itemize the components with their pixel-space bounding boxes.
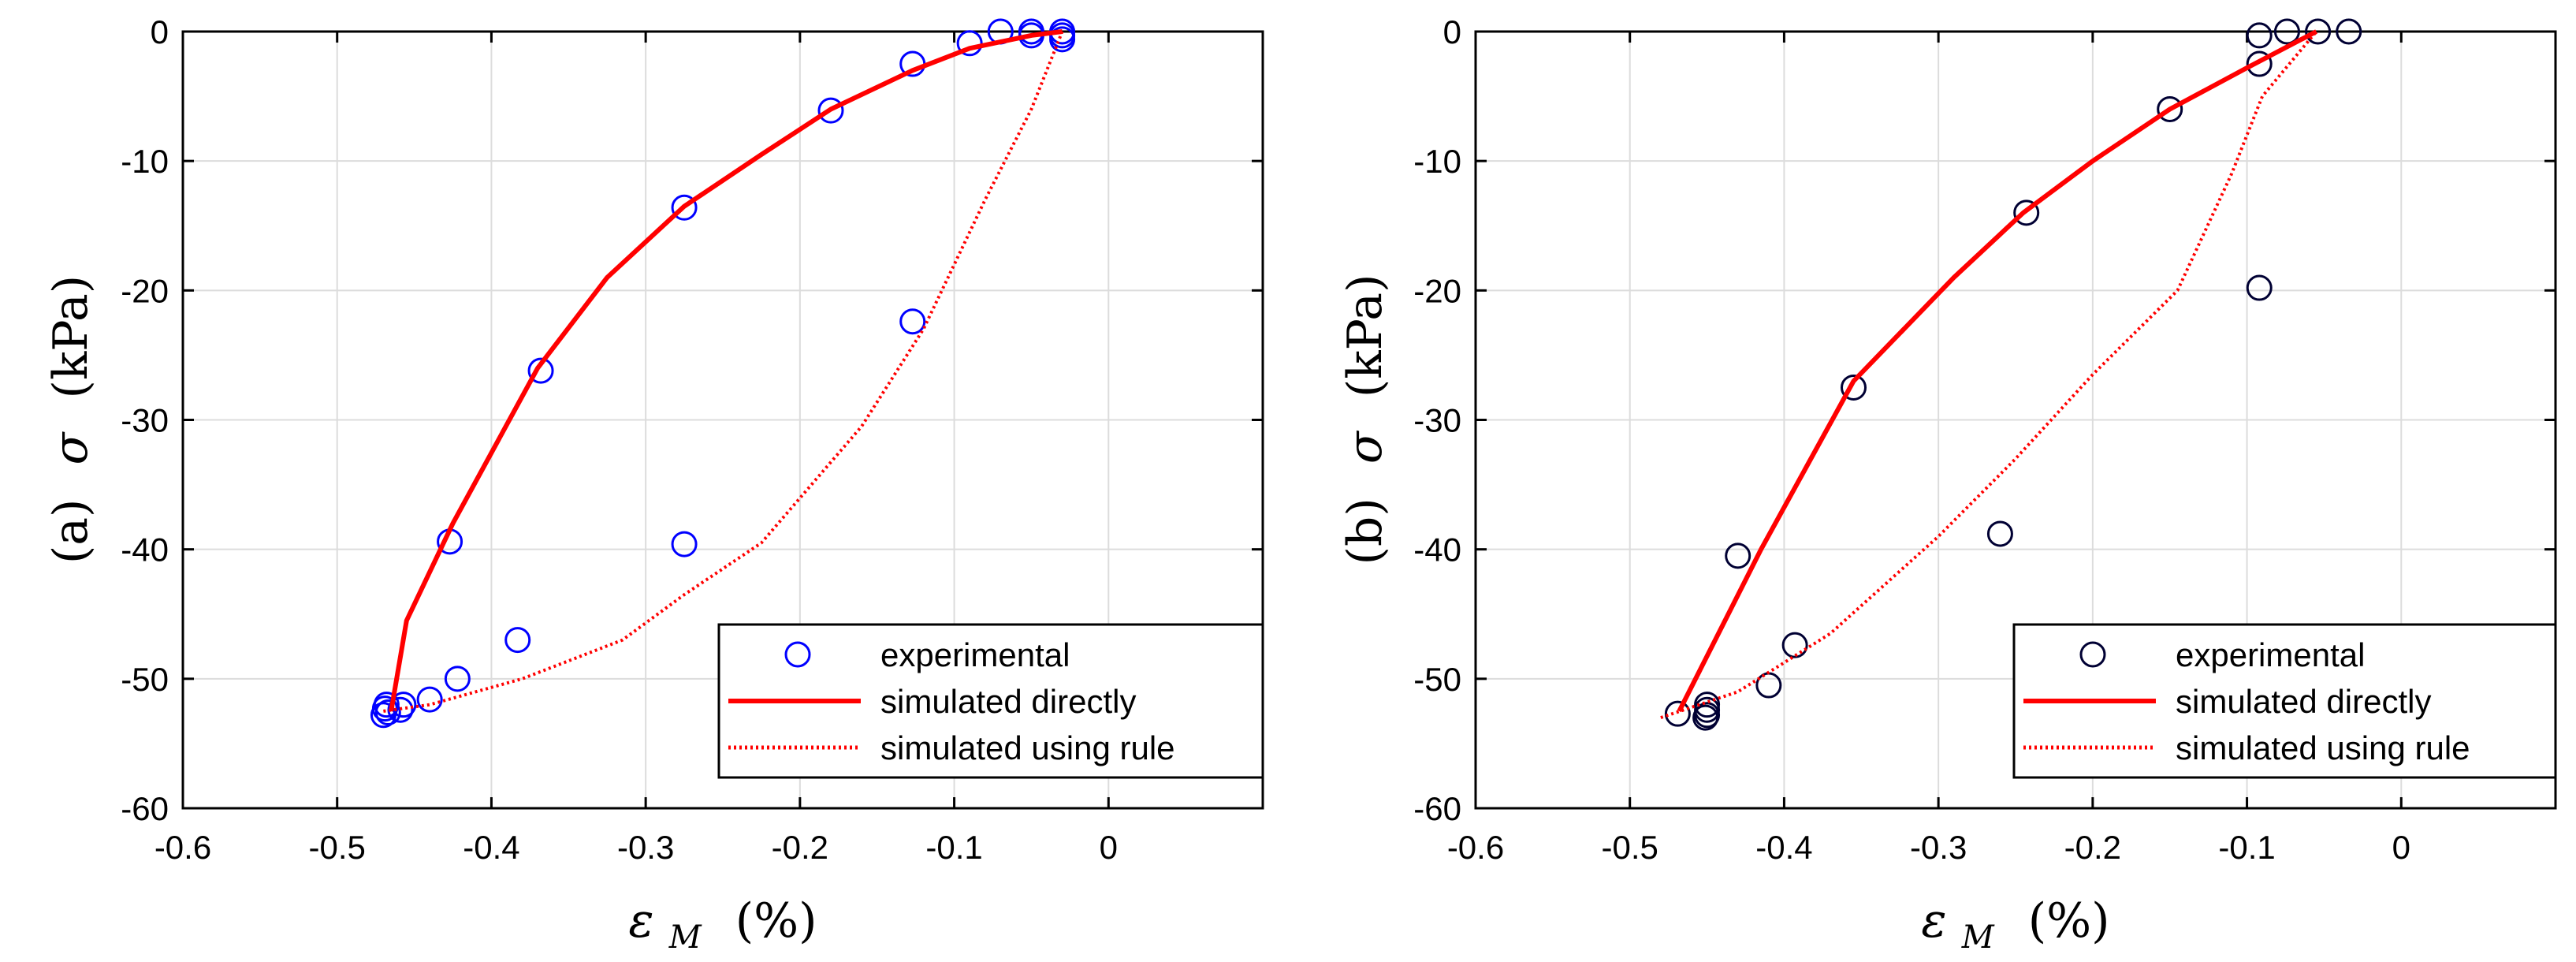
panel-label: (a) [43, 499, 99, 565]
x-tick-label: -0.3 [617, 829, 674, 866]
y-tick-label: -20 [1413, 272, 1461, 309]
data-point-experimental [387, 696, 414, 723]
data-point-experimental [527, 357, 554, 384]
data-point-experimental [1841, 374, 1867, 401]
y-tick-label: -10 [121, 143, 169, 180]
x-tick-label: -0.2 [772, 829, 828, 866]
data-point-experimental [374, 699, 401, 726]
y-tick-label: -30 [1413, 402, 1461, 439]
x-tick-label: -0.6 [1447, 829, 1504, 866]
y-tick-label: -50 [121, 661, 169, 698]
x-axis-symbol: ε [628, 893, 653, 949]
y-tick-label: -50 [1413, 661, 1461, 698]
y-tick-label: 0 [151, 13, 169, 50]
y-tick-labels: 0 -10 -20 -30 -40 -50 -60 [121, 13, 169, 827]
y-axis-symbol: σ [1338, 430, 1393, 464]
series-line-simulated-directly [1677, 29, 2317, 713]
legend-label-experimental: experimental [2176, 636, 2365, 673]
legend-label-simulated-using-rule: simulated using rule [880, 729, 1175, 766]
y-tick-label: -40 [1413, 531, 1461, 569]
y-axis-title: (a) σ (kPa) [43, 275, 99, 564]
data-point-experimental [1694, 702, 1721, 729]
data-point-experimental [2246, 274, 2273, 301]
data-point-experimental [1692, 704, 1719, 731]
x-tick-label: -0.4 [463, 829, 519, 866]
x-tick-label: -0.2 [2064, 829, 2121, 866]
y-axis-unit: (kPa) [1338, 274, 1393, 398]
x-tick-label: 0 [2392, 829, 2410, 866]
data-point-experimental [2246, 22, 2273, 49]
y-tick-labels: 0 -10 -20 -30 -40 -50 -60 [1413, 13, 1461, 827]
data-point-experimental [2336, 18, 2362, 45]
x-axis-symbol: ε [1921, 893, 1946, 949]
x-tick-label: -0.4 [1755, 829, 1812, 866]
legend-marker-experimental [2079, 641, 2106, 668]
data-point-experimental [444, 666, 471, 692]
series-layer [370, 18, 1076, 729]
data-point-experimental [1664, 700, 1691, 727]
data-point-experimental [2305, 18, 2332, 45]
y-tick-label: -30 [121, 402, 169, 439]
chart-panel-a: -0.6 -0.5 -0.4 -0.3 -0.2 -0.1 0 0 -10 -20 -30 -40 -… [43, 13, 1264, 960]
data-point-experimental [817, 97, 844, 124]
data-point-experimental [1725, 543, 1751, 569]
plot-frame [1474, 30, 2557, 810]
legend-label-simulated-directly: simulated directly [880, 683, 1136, 720]
data-point-experimental [899, 308, 926, 335]
x-axis-unit: (%) [735, 893, 817, 949]
y-tick-label: 0 [1443, 13, 1461, 50]
data-point-experimental [2157, 96, 2183, 122]
x-axis-unit: (%) [2028, 893, 2110, 949]
x-tick-label: -0.1 [925, 829, 982, 866]
legend-label-simulated-using-rule: simulated using rule [2176, 729, 2470, 766]
series-line-simulated-using-rule [383, 31, 1064, 713]
data-point-experimental [1986, 520, 2013, 547]
series-line-simulated-using-rule [1660, 30, 2318, 719]
data-point-experimental [416, 686, 443, 713]
data-point-experimental [1781, 632, 1808, 658]
x-tick-label: 0 [1100, 829, 1118, 866]
panel-label: (b) [1338, 498, 1393, 565]
data-point-experimental [956, 30, 983, 57]
y-tick-label: -40 [121, 531, 169, 569]
legend: experimental simulated directly simulate… [717, 623, 1264, 779]
x-axis-subscript: M [1961, 919, 1995, 956]
y-axis-title: (b) σ (kPa) [1338, 274, 1393, 565]
data-point-experimental [370, 702, 396, 729]
data-point-experimental [671, 531, 698, 557]
data-point-experimental [2013, 199, 2040, 226]
legend-label-experimental: experimental [880, 636, 1070, 673]
y-tick-label: -60 [1413, 790, 1461, 827]
data-point-experimental [2246, 50, 2273, 77]
y-axis-symbol: σ [43, 431, 99, 465]
data-point-experimental [2273, 18, 2300, 45]
data-point-experimental [504, 627, 531, 654]
x-tick-label: -0.5 [309, 829, 366, 866]
chart-panel-b: -0.6 -0.5 -0.4 -0.3 -0.2 -0.1 0 0 -10 -20 -30 -40 -… [1338, 13, 2557, 960]
series-line-simulated-directly [389, 29, 1063, 712]
data-point-experimental [671, 194, 698, 221]
x-tick-labels: -0.6 -0.5 -0.4 -0.3 -0.2 -0.1 0 [154, 829, 1118, 866]
x-axis-title: ε M (%) [628, 893, 817, 960]
y-axis-unit: (kPa) [43, 275, 99, 399]
legend: experimental simulated directly simulate… [2012, 623, 2557, 779]
series-layer [1660, 18, 2362, 731]
legend-marker-experimental [784, 641, 811, 668]
x-axis-subscript: M [668, 919, 702, 956]
y-tick-label: -20 [121, 272, 169, 309]
x-tick-label: -0.3 [1910, 829, 1967, 866]
plot-frame [181, 30, 1264, 810]
legend-label-simulated-directly: simulated directly [2176, 683, 2431, 720]
data-point-experimental [1049, 26, 1076, 53]
x-tick-label: -0.1 [2218, 829, 2275, 866]
y-tick-label: -10 [1413, 143, 1461, 180]
x-axis-title: ε M (%) [1921, 893, 2109, 960]
y-tick-label: -60 [121, 790, 169, 827]
x-tick-labels: -0.6 -0.5 -0.4 -0.3 -0.2 -0.1 0 [1447, 829, 2410, 866]
x-tick-label: -0.6 [154, 829, 211, 866]
x-tick-label: -0.5 [1602, 829, 1658, 866]
